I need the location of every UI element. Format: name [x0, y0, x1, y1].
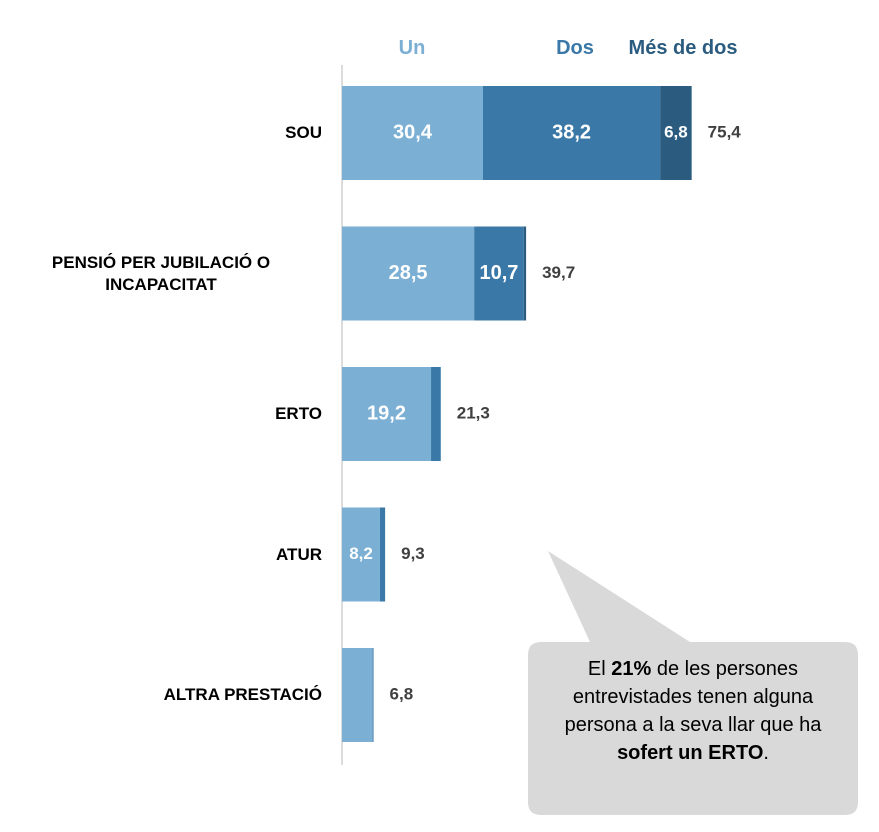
legend-entry-text: Dos [556, 37, 594, 59]
annotation-text: . [763, 742, 769, 764]
category-label: SOU [0, 122, 322, 144]
total-label: 75,4 [708, 122, 742, 141]
legend-entry-text: Més de dos [628, 37, 738, 59]
annotation-bold: sofert un ERTO [617, 742, 764, 764]
category-label-text: PENSIÓ PER JUBILACIÓ O INCAPACITAT [51, 252, 271, 294]
bar-segment [372, 648, 374, 742]
value-label: 8,2 [349, 544, 373, 563]
bar-segment [342, 226, 475, 321]
legend-entry: Dos [520, 37, 630, 59]
category-label: ATUR [0, 544, 322, 566]
value-label: 6,8 [664, 122, 688, 141]
legend-entry: Un [357, 37, 467, 59]
category-label-text: SOU [285, 123, 322, 142]
value-label: 30,4 [393, 121, 433, 143]
total-label: 21,3 [457, 403, 490, 422]
category-label: PENSIÓ PER JUBILACIÓ O INCAPACITAT [0, 252, 322, 296]
callout-bubble [528, 551, 858, 815]
category-label-text: ERTO [275, 404, 322, 423]
category-label: ALTRA PRESTACIÓ [0, 684, 322, 706]
bar-segment [660, 86, 692, 180]
legend-entry: Més de dos [628, 37, 738, 59]
bar-segment [342, 507, 381, 602]
bar-segment [380, 507, 386, 602]
value-label: 38,2 [552, 121, 591, 143]
annotation-text: El [587, 658, 612, 680]
value-label: 28,5 [389, 262, 428, 284]
value-label: 10,7 [480, 262, 519, 284]
bar-segment [482, 86, 661, 180]
bar-segment [523, 226, 527, 321]
annotation: El 21% de les persones entrevistades ten… [540, 655, 846, 767]
annotation-bold: 21% [611, 658, 652, 680]
bar-segment [342, 86, 483, 180]
total-label: 39,7 [542, 263, 575, 282]
annotation-text: de les persones entrevistades tenen algu… [564, 658, 822, 736]
bar-segment [474, 226, 524, 321]
total-label: 6,8 [390, 684, 414, 703]
category-label-text: ATUR [276, 544, 322, 564]
bar-segment [342, 648, 373, 742]
bar-segment [342, 367, 432, 461]
category-label: ERTO [0, 403, 322, 425]
total-label: 9,3 [401, 544, 425, 563]
legend-entry-text: Un [398, 37, 426, 59]
category-label-text: ALTRA PRESTACIÓ [163, 685, 322, 704]
value-label: 19,2 [367, 402, 406, 424]
bar-segment [431, 367, 441, 461]
